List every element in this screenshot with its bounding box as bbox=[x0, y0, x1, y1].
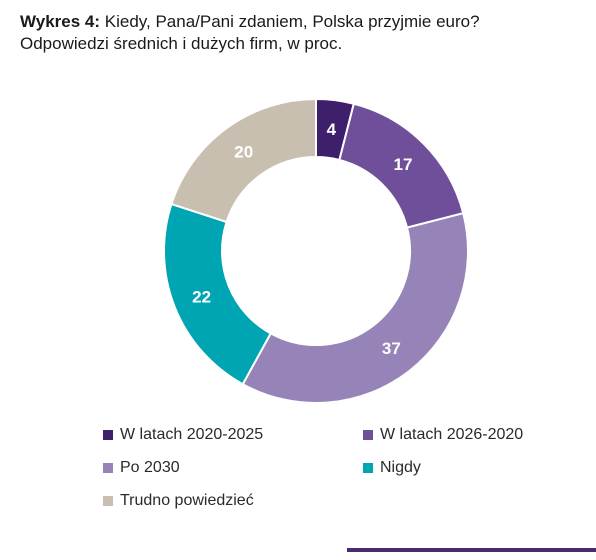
chart-subtitle: Odpowiedzi średnich i dużych firm, w pro… bbox=[20, 34, 343, 53]
chart-title: Wykres 4: Kiedy, Pana/Pani zdaniem, Pols… bbox=[20, 11, 480, 55]
chart-title-prefix: Wykres 4: bbox=[20, 12, 101, 31]
slice-value-label: 22 bbox=[192, 287, 211, 306]
slice-value-label: 20 bbox=[234, 142, 253, 161]
slice-value-label: 4 bbox=[327, 120, 337, 139]
donut-slice bbox=[241, 211, 469, 404]
donut-slice bbox=[170, 97, 317, 224]
bottom-accent-bar bbox=[347, 548, 596, 552]
donut-slice bbox=[163, 202, 273, 386]
slice-value-label: 37 bbox=[382, 339, 401, 358]
slice-value-label: 17 bbox=[394, 155, 413, 174]
chart-title-question: Kiedy, Pana/Pani zdaniem, Polska przyjmi… bbox=[104, 12, 480, 31]
